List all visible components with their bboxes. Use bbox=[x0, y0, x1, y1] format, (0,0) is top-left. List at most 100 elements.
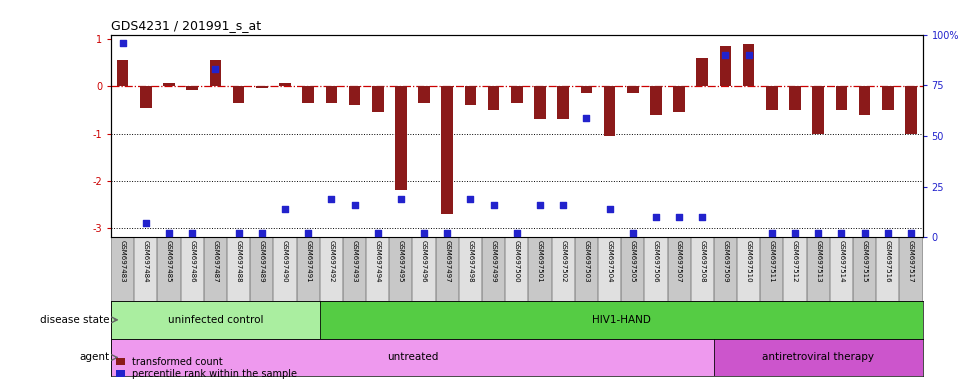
Bar bbox=[783, 237, 807, 301]
Bar bbox=[812, 86, 824, 134]
Bar bbox=[528, 237, 552, 301]
Point bbox=[440, 230, 455, 236]
Point bbox=[208, 66, 223, 72]
Bar bbox=[789, 86, 801, 110]
Bar bbox=[256, 86, 268, 88]
Text: GSM697490: GSM697490 bbox=[282, 240, 288, 283]
Text: GSM697485: GSM697485 bbox=[166, 240, 172, 283]
Text: GSM697516: GSM697516 bbox=[885, 240, 891, 283]
Bar bbox=[157, 237, 181, 301]
Bar bbox=[598, 237, 621, 301]
Point bbox=[532, 202, 548, 208]
Text: GSM697496: GSM697496 bbox=[421, 240, 427, 283]
Bar bbox=[505, 237, 528, 301]
Bar bbox=[181, 237, 204, 301]
Point bbox=[555, 202, 571, 208]
Bar bbox=[743, 44, 754, 86]
Bar bbox=[320, 237, 343, 301]
Text: GSM697513: GSM697513 bbox=[815, 240, 821, 283]
Bar bbox=[882, 86, 894, 110]
Bar bbox=[465, 86, 476, 105]
Bar bbox=[389, 237, 412, 301]
Bar bbox=[441, 86, 453, 214]
Point bbox=[695, 214, 710, 220]
Bar bbox=[111, 237, 134, 301]
Bar bbox=[140, 86, 152, 108]
Bar bbox=[418, 86, 430, 103]
Bar bbox=[644, 237, 668, 301]
Bar bbox=[320, 301, 923, 339]
Bar bbox=[650, 86, 662, 115]
Text: GSM697506: GSM697506 bbox=[653, 240, 659, 283]
Point bbox=[741, 52, 756, 58]
Bar bbox=[766, 86, 778, 110]
Point bbox=[602, 206, 617, 212]
Text: HIV1-HAND: HIV1-HAND bbox=[592, 315, 650, 325]
Text: GSM697505: GSM697505 bbox=[630, 240, 636, 283]
Bar bbox=[326, 86, 337, 103]
Text: GSM697503: GSM697503 bbox=[583, 240, 589, 283]
Bar bbox=[372, 86, 384, 113]
Point bbox=[416, 230, 432, 236]
Point bbox=[857, 230, 872, 236]
Bar bbox=[859, 86, 870, 115]
Text: GSM697515: GSM697515 bbox=[862, 240, 867, 283]
Point bbox=[138, 220, 154, 226]
Text: GSM697497: GSM697497 bbox=[444, 240, 450, 283]
Bar bbox=[876, 237, 899, 301]
Text: GSM697510: GSM697510 bbox=[746, 240, 752, 283]
Point bbox=[300, 230, 316, 236]
Bar bbox=[186, 86, 198, 90]
Bar bbox=[714, 237, 737, 301]
Point bbox=[903, 230, 919, 236]
Text: disease state: disease state bbox=[41, 315, 110, 325]
Text: GSM697488: GSM697488 bbox=[236, 240, 242, 283]
Text: GSM697500: GSM697500 bbox=[514, 240, 520, 283]
Bar bbox=[899, 237, 923, 301]
Point bbox=[579, 114, 594, 121]
Bar bbox=[691, 237, 714, 301]
Bar bbox=[482, 237, 505, 301]
Bar bbox=[673, 86, 685, 113]
Point bbox=[370, 230, 385, 236]
Bar bbox=[905, 86, 917, 134]
Bar bbox=[210, 61, 221, 86]
Text: GSM697512: GSM697512 bbox=[792, 240, 798, 283]
Bar bbox=[117, 61, 128, 86]
Bar bbox=[134, 237, 157, 301]
Bar bbox=[627, 86, 639, 93]
Point bbox=[161, 230, 177, 236]
Text: GSM697507: GSM697507 bbox=[676, 240, 682, 283]
Text: GSM697514: GSM697514 bbox=[838, 240, 844, 283]
Point bbox=[648, 214, 664, 220]
Point bbox=[764, 230, 780, 236]
Bar bbox=[412, 237, 436, 301]
Text: GSM697493: GSM697493 bbox=[352, 240, 357, 283]
Bar bbox=[488, 86, 499, 110]
Bar bbox=[163, 83, 175, 86]
Bar bbox=[581, 86, 592, 93]
Text: GSM697487: GSM697487 bbox=[213, 240, 218, 283]
Text: GSM697495: GSM697495 bbox=[398, 240, 404, 283]
Bar bbox=[807, 237, 830, 301]
Point bbox=[185, 230, 200, 236]
Point bbox=[486, 202, 501, 208]
Bar bbox=[737, 237, 760, 301]
Point bbox=[625, 230, 640, 236]
Bar bbox=[349, 86, 360, 105]
Text: untreated: untreated bbox=[386, 353, 439, 362]
Text: GSM697499: GSM697499 bbox=[491, 240, 497, 283]
Bar bbox=[836, 86, 847, 110]
Point bbox=[810, 230, 826, 236]
Bar bbox=[714, 339, 923, 376]
Bar bbox=[302, 86, 314, 103]
Point bbox=[880, 230, 895, 236]
Text: GSM697492: GSM697492 bbox=[328, 240, 334, 283]
Text: GSM697509: GSM697509 bbox=[723, 240, 728, 283]
Bar bbox=[621, 237, 644, 301]
Bar bbox=[204, 237, 227, 301]
Bar bbox=[552, 237, 575, 301]
Text: GSM697486: GSM697486 bbox=[189, 240, 195, 283]
Bar bbox=[343, 237, 366, 301]
Bar bbox=[720, 46, 731, 86]
